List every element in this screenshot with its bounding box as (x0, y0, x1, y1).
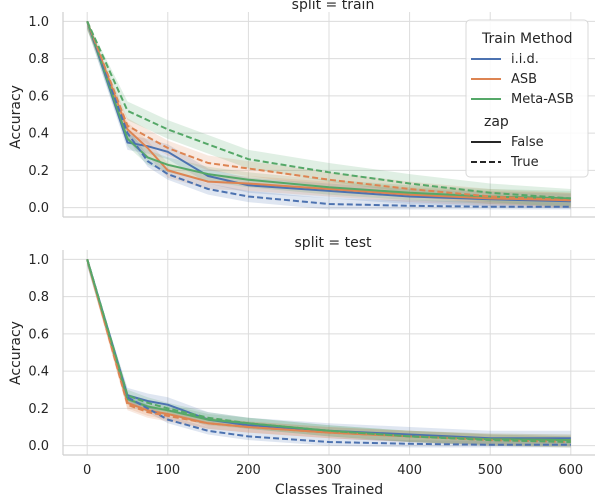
legend-title-method: Train Method (481, 31, 573, 47)
series-line-metaasb-zap-true (86, 20, 571, 200)
panel-title: split = train (292, 0, 375, 13)
legend-label: False (511, 135, 544, 150)
series-line-metaasb-zap-true (86, 259, 571, 443)
panel-test (62, 250, 595, 456)
y-tick-label: 1.0 (28, 15, 49, 30)
y-tick-label: 0.0 (28, 439, 49, 454)
legend-label: Meta-ASB (511, 92, 574, 107)
y-tick-label: 0.4 (28, 127, 49, 142)
x-tick-label: 600 (558, 463, 583, 478)
y-tick-label: 0.4 (28, 365, 49, 380)
y-tick-label: 0.6 (28, 327, 49, 342)
x-tick-label: 400 (397, 463, 422, 478)
y-tick-label: 0.2 (28, 402, 49, 417)
legend-label: ASB (511, 72, 537, 87)
y-axis-title-top: Accuracy (8, 85, 24, 149)
legend-label: True (510, 155, 539, 170)
ci-band-asb-true (87, 21, 571, 208)
y-tick-label: 0.8 (28, 52, 49, 67)
x-tick-label: 300 (317, 463, 342, 478)
legend-label: i.i.d. (511, 52, 539, 67)
x-tick-label: 100 (155, 463, 180, 478)
x-tick-label: 500 (478, 463, 503, 478)
y-tick-label: 0.8 (28, 290, 49, 305)
series-line-asb-zap-true (86, 20, 571, 202)
y-tick-label: 0.0 (28, 201, 49, 216)
series-line-iid-zap-true (86, 20, 571, 208)
ci-band-metaasb-true (87, 21, 571, 208)
series-line-iid-zap-true (86, 259, 571, 446)
y-tick-label: 1.0 (28, 253, 49, 268)
legend-title-zap: zap (484, 114, 509, 130)
y-tick-label: 0.6 (28, 89, 49, 104)
panel-title: split = test (295, 235, 372, 251)
series-line-asb-zap-true (86, 259, 571, 443)
x-axis-title: Classes Trained (275, 482, 383, 498)
series-line-asb-zap-false (86, 20, 571, 202)
x-tick-label: 0 (83, 463, 91, 478)
y-tick-label: 0.2 (28, 164, 49, 179)
x-tick-label: 200 (236, 463, 261, 478)
series-line-iid-zap-false (86, 20, 571, 203)
y-axis-title-bottom: Accuracy (8, 321, 24, 385)
